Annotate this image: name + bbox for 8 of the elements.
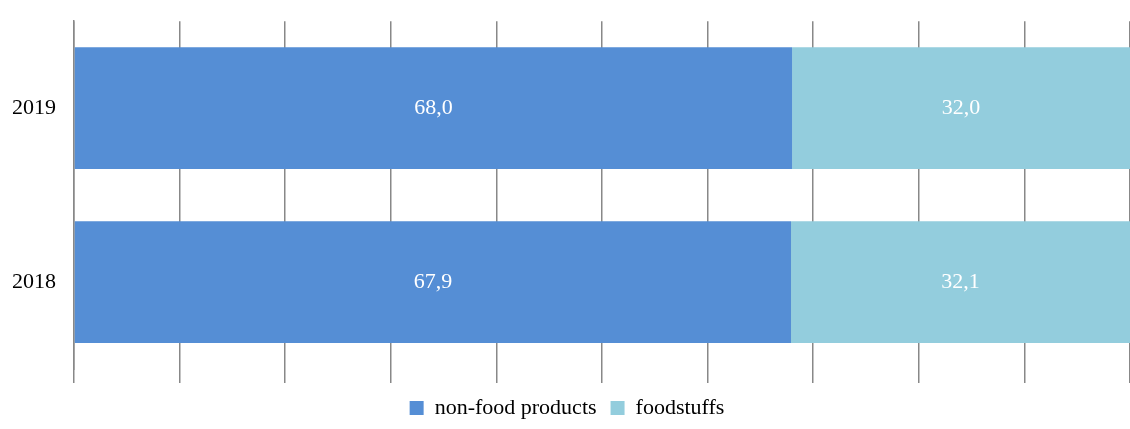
legend-label: non-food products [434,393,597,419]
data-label: 32,1 [941,267,980,293]
legend-label: foodstuffs [635,393,725,419]
y-tick-label: 2018 [12,267,56,293]
data-label: 67,9 [413,267,453,293]
y-tick-label: 2019 [12,93,56,119]
data-label: 32,0 [941,93,981,119]
data-label: 68,0 [414,93,453,119]
